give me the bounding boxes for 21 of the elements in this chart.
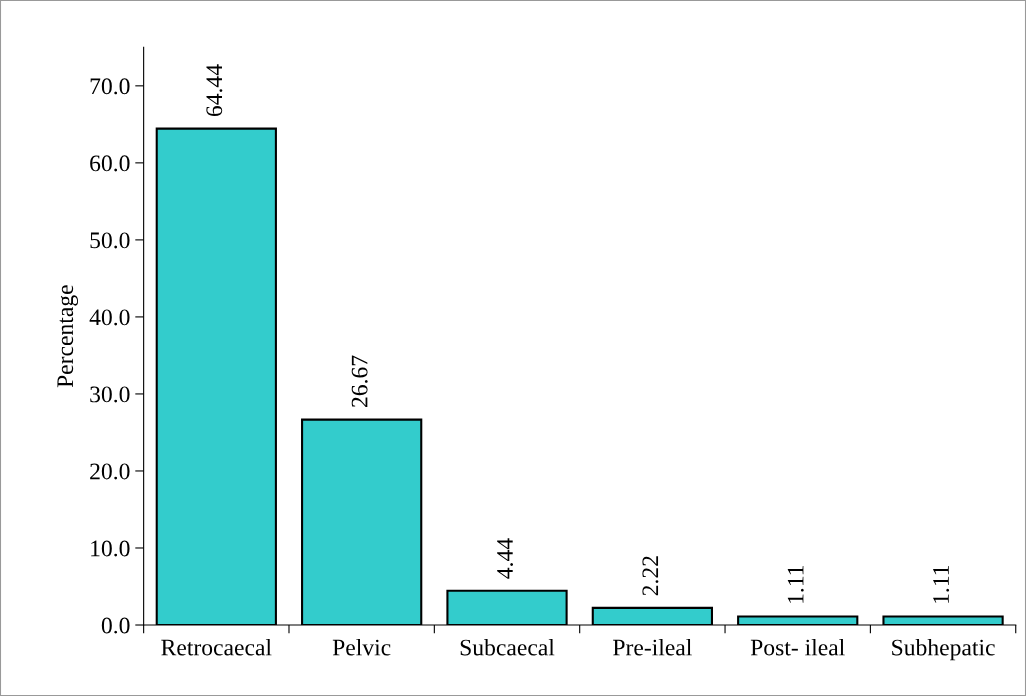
data-label: 64.44: [206, 64, 223, 117]
y-tick-label: 0.0: [101, 617, 130, 634]
x-tick-label: Pelvic: [332, 638, 391, 656]
x-tick-label: Pre-ileal: [613, 638, 692, 656]
data-label: 2.22: [642, 556, 659, 596]
y-tick-label: 30.0: [90, 386, 130, 403]
data-label: 26.67: [351, 355, 368, 407]
y-tick-label: 10.0: [91, 540, 130, 557]
y-tick-label: 50.0: [90, 232, 130, 249]
y-tick-label: 40.0: [89, 309, 130, 326]
y-axis-title: Percentage: [57, 285, 79, 388]
x-tick-label: Post- ileal: [750, 638, 845, 656]
x-tick-label: Subhepatic: [892, 638, 995, 661]
y-tick-label: 20.0: [90, 463, 130, 480]
y-tick-label: 60.0: [90, 155, 130, 172]
data-label: 4.44: [497, 538, 514, 579]
x-tick-label: Subcaecal: [460, 638, 555, 656]
data-label: 1.11: [787, 565, 804, 603]
x-tick-label: Retrocaecal: [161, 638, 272, 656]
y-tick-label: 70.0: [90, 78, 130, 95]
data-label: 1.11: [933, 565, 950, 603]
